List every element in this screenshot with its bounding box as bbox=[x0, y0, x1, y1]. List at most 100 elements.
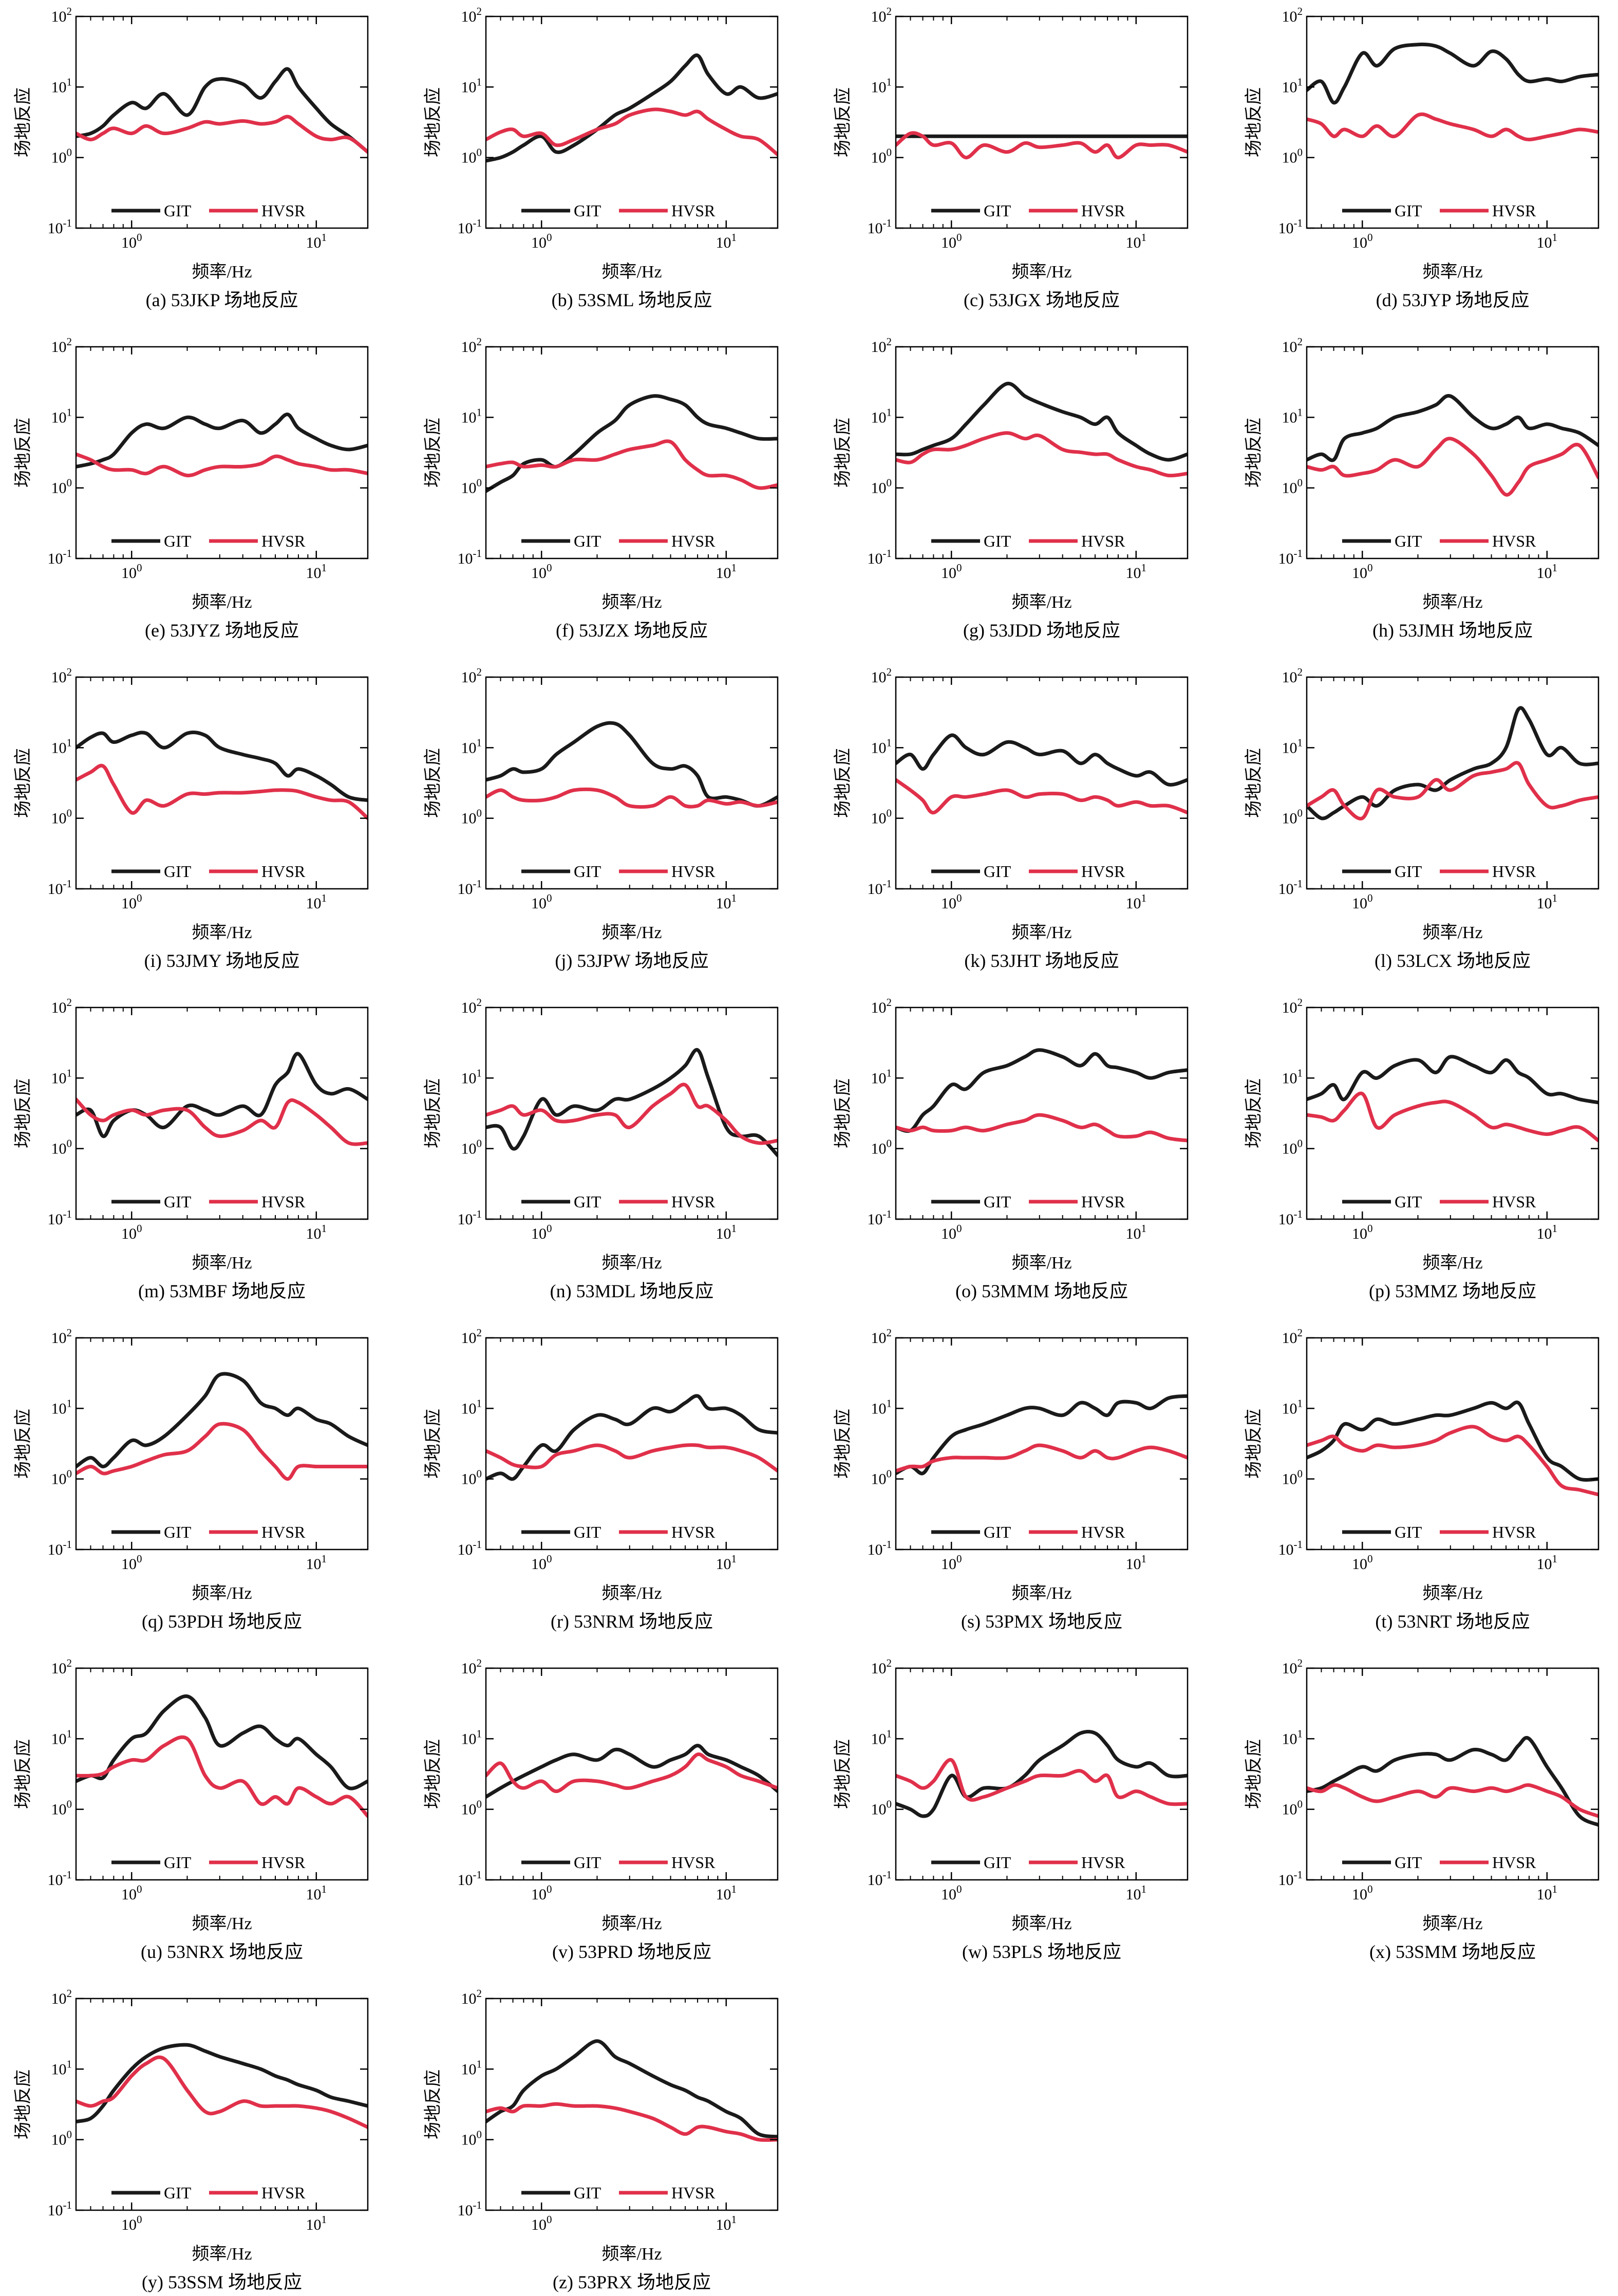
x-tick-label: 101 bbox=[306, 1222, 327, 1242]
legend-label-git: GIT bbox=[1395, 532, 1422, 550]
x-tick-label: 101 bbox=[716, 1553, 737, 1573]
series-line-hvsr bbox=[486, 1443, 778, 1473]
x-tick-label: 101 bbox=[1537, 1553, 1558, 1573]
y-axis-label: 场地反应 bbox=[13, 1409, 33, 1479]
y-tick-label: 10-1 bbox=[1278, 1538, 1303, 1558]
x-axis-label: 频率/Hz bbox=[1422, 592, 1482, 612]
legend-label-hvsr: HVSR bbox=[1081, 1523, 1125, 1541]
x-axis-label: 频率/Hz bbox=[1011, 923, 1071, 942]
x-tick-label: 100 bbox=[531, 1222, 552, 1242]
y-axis-label: 场地反应 bbox=[833, 1739, 853, 1809]
panel-caption: (i) 53JMY 场地反应 bbox=[144, 950, 300, 971]
y-tick-label: 102 bbox=[51, 996, 72, 1016]
y-tick-label: 10-1 bbox=[1278, 1869, 1303, 1889]
y-tick-label: 100 bbox=[51, 807, 72, 827]
legend-label-git: GIT bbox=[1395, 201, 1422, 220]
y-tick-label: 101 bbox=[51, 1397, 72, 1417]
y-tick-label: 100 bbox=[1282, 1468, 1303, 1488]
y-tick-label: 100 bbox=[461, 807, 482, 827]
legend-label-git: GIT bbox=[164, 1523, 192, 1541]
x-axis-label: 频率/Hz bbox=[601, 1914, 662, 1933]
y-tick-label: 102 bbox=[461, 335, 482, 356]
y-axis-label: 场地反应 bbox=[833, 1409, 853, 1479]
y-axis-label: 场地反应 bbox=[1244, 418, 1264, 488]
plot-frame bbox=[485, 1667, 779, 1881]
plot-frame bbox=[895, 676, 1189, 890]
plot-frame bbox=[895, 1667, 1189, 1881]
x-axis-label: 频率/Hz bbox=[601, 1583, 662, 1603]
plot-frame bbox=[485, 1998, 779, 2211]
x-axis-label: 频率/Hz bbox=[601, 2244, 662, 2264]
y-tick-label: 102 bbox=[51, 1987, 72, 2007]
x-axis-label: 频率/Hz bbox=[601, 1253, 662, 1273]
series-line-hvsr bbox=[486, 2102, 778, 2142]
x-tick-label: 101 bbox=[1537, 1222, 1558, 1242]
series-line-git bbox=[486, 394, 778, 493]
panel-caption: (d) 53JYP 场地反应 bbox=[1376, 290, 1530, 310]
panel-caption: (m) 53MBF 场地反应 bbox=[138, 1281, 306, 1301]
chart-panel: 100 101 10-1 100 101 102 场地反应 GIT HVSR 频率/Hz (v) 5… bbox=[423, 1657, 779, 1962]
legend-label-git: GIT bbox=[574, 1853, 601, 1872]
series-line-hvsr bbox=[76, 1735, 368, 1818]
x-axis-label: 频率/Hz bbox=[192, 1253, 252, 1273]
x-tick-label: 101 bbox=[1537, 892, 1558, 912]
panel-caption: (k) 53JHT 场地反应 bbox=[964, 950, 1119, 971]
legend-label-hvsr: HVSR bbox=[261, 2183, 306, 2202]
legend-label-git: GIT bbox=[1395, 1523, 1422, 1541]
legend-label-hvsr: HVSR bbox=[1492, 1523, 1536, 1541]
series-line-git bbox=[1307, 394, 1598, 462]
x-tick-label: 100 bbox=[531, 1553, 552, 1573]
y-tick-label: 102 bbox=[51, 1327, 72, 1347]
series-line-hvsr bbox=[486, 107, 778, 157]
series-line-hvsr bbox=[1307, 437, 1598, 497]
y-tick-label: 101 bbox=[1282, 736, 1303, 756]
legend-label-git: GIT bbox=[984, 1192, 1011, 1211]
x-axis-label: 频率/Hz bbox=[192, 262, 252, 282]
y-axis-label: 场地反应 bbox=[1244, 1739, 1264, 1809]
legend-label-git: GIT bbox=[164, 532, 192, 550]
panel-caption: (r) 53NRM 场地反应 bbox=[551, 1611, 713, 1632]
x-tick-label: 101 bbox=[716, 1222, 737, 1242]
panel-caption: (j) 53JPW 场地反应 bbox=[555, 950, 708, 971]
legend-label-hvsr: HVSR bbox=[671, 201, 716, 220]
y-tick-label: 10-1 bbox=[48, 878, 72, 898]
panel-caption: (e) 53JYZ 场地反应 bbox=[145, 620, 299, 641]
plot-frame bbox=[895, 15, 1189, 229]
panel-caption: (z) 53PRX 场地反应 bbox=[553, 2272, 711, 2292]
x-axis-label: 频率/Hz bbox=[601, 923, 662, 942]
x-tick-label: 100 bbox=[531, 2213, 552, 2233]
panel-caption: (v) 53PRD 场地反应 bbox=[552, 1942, 711, 1962]
y-axis-label: 场地反应 bbox=[833, 1078, 853, 1148]
y-tick-label: 101 bbox=[461, 736, 482, 756]
chart-panel: 100 101 10-1 100 101 102 场地反应 GIT HVSR 频率/Hz (z) 5… bbox=[423, 1987, 779, 2292]
series-line-git bbox=[1307, 42, 1598, 105]
y-tick-label: 102 bbox=[461, 666, 482, 686]
x-tick-label: 101 bbox=[1126, 1553, 1147, 1573]
y-tick-label: 100 bbox=[871, 1137, 892, 1158]
legend-label-hvsr: HVSR bbox=[671, 532, 716, 550]
y-axis-label: 场地反应 bbox=[1244, 87, 1264, 157]
y-tick-label: 10-1 bbox=[48, 1208, 72, 1228]
x-tick-label: 101 bbox=[306, 1883, 327, 1903]
y-axis-label: 场地反应 bbox=[13, 748, 33, 818]
plot-frame bbox=[1306, 1337, 1600, 1551]
series-line-hvsr bbox=[76, 115, 368, 154]
y-tick-label: 10-1 bbox=[458, 2199, 482, 2219]
legend-label-git: GIT bbox=[984, 1853, 1011, 1872]
legend-label-hvsr: HVSR bbox=[1492, 201, 1536, 220]
chart-panel: 100 101 10-1 100 101 102 场地反应 GIT HVSR 频率/Hz (c) 5… bbox=[833, 5, 1189, 310]
legend-label-git: GIT bbox=[574, 201, 601, 220]
chart-panel: 100 101 10-1 100 101 102 场地反应 GIT HVSR 频率/Hz (a) 5… bbox=[13, 5, 369, 310]
x-axis-label: 频率/Hz bbox=[1011, 1253, 1071, 1273]
y-tick-label: 100 bbox=[461, 477, 482, 497]
x-tick-label: 101 bbox=[1126, 892, 1147, 912]
series-line-git bbox=[76, 413, 368, 469]
y-tick-label: 10-1 bbox=[458, 547, 482, 567]
series-line-git bbox=[486, 1048, 778, 1158]
y-axis-label: 场地反应 bbox=[423, 1409, 443, 1479]
chart-panel: 100 101 10-1 100 101 102 场地反应 GIT HVSR 频率/Hz (t) 5… bbox=[1244, 1327, 1600, 1632]
legend-label-hvsr: HVSR bbox=[1081, 1853, 1125, 1872]
plot-frame bbox=[1306, 676, 1600, 890]
x-tick-label: 100 bbox=[121, 892, 142, 912]
y-tick-label: 102 bbox=[51, 5, 72, 25]
